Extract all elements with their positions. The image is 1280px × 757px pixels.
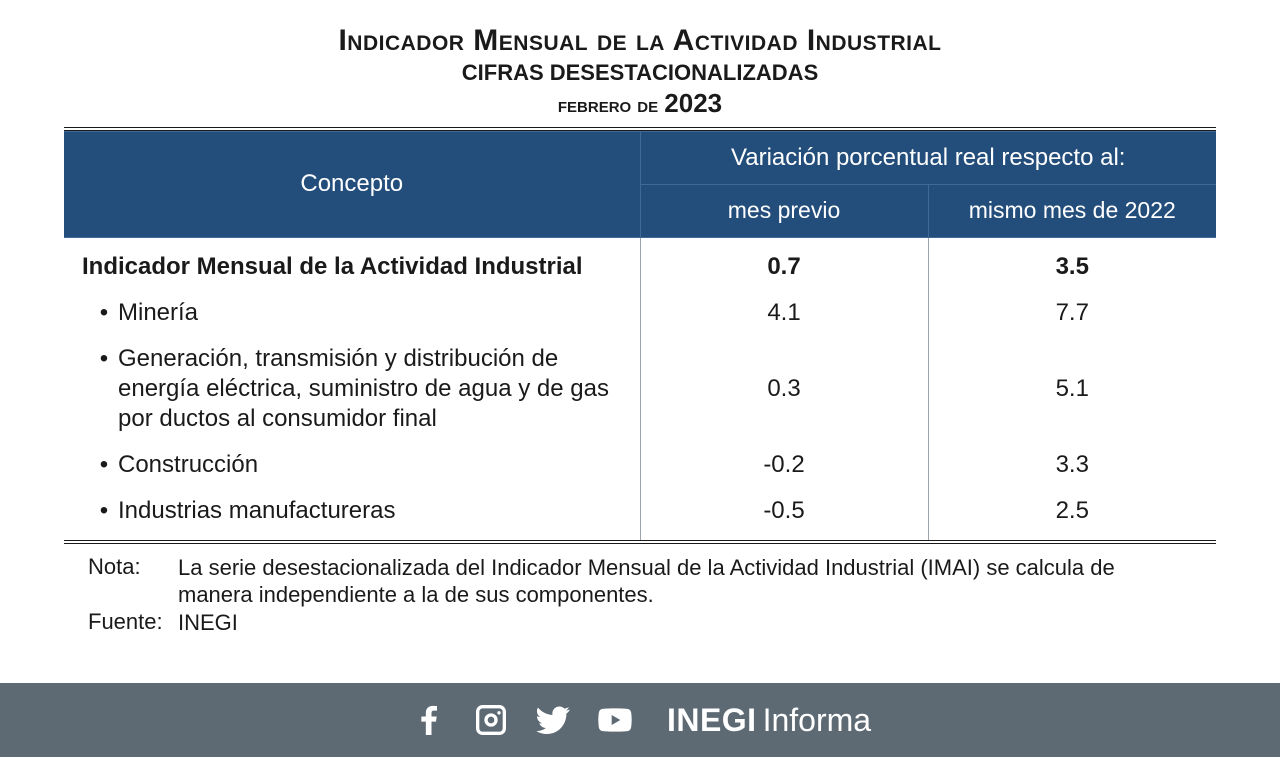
data-table: Concepto Variación porcentual real respe… — [64, 131, 1216, 540]
col-header-variation: Variación porcentual real respecto al: — [640, 132, 1216, 185]
note-label: Nota: — [88, 554, 178, 609]
table-row: •Construcción-0.23.3 — [64, 442, 1216, 488]
row-value-mismo-mes: 2.5 — [928, 488, 1216, 540]
row-label-text: Construcción — [118, 450, 622, 480]
col-header-mes-previo: mes previo — [640, 185, 928, 238]
title-subtitle: cifras desestacionalizadas — [64, 60, 1216, 86]
brand-name: INEGI — [667, 702, 757, 739]
table-body: Indicador Mensual de la Actividad Indust… — [64, 237, 1216, 540]
row-value-mismo-mes: 7.7 — [928, 290, 1216, 336]
col-header-concepto: Concepto — [64, 132, 640, 238]
title-month: febrero de — [558, 92, 658, 117]
table-row: •Generación, transmisión y distribución … — [64, 336, 1216, 442]
row-label-text: Indicador Mensual de la Actividad Indust… — [82, 252, 622, 282]
bullet-icon: • — [90, 450, 118, 480]
row-label-text: Generación, transmisión y distribución d… — [118, 344, 622, 434]
source-row: Fuente: INEGI — [88, 609, 1192, 637]
row-concept: •Industrias manufactureras — [64, 488, 640, 540]
instagram-icon[interactable] — [471, 700, 511, 740]
row-concept: •Minería — [64, 290, 640, 336]
row-value-mes-previo: 0.7 — [640, 237, 928, 290]
title-block: Indicador Mensual de la Actividad Indust… — [64, 24, 1216, 119]
brand: INEGI Informa — [667, 702, 871, 739]
row-value-mes-previo: 4.1 — [640, 290, 928, 336]
table-row: •Industrias manufactureras-0.52.5 — [64, 488, 1216, 540]
note-row: Nota: La serie desestacionalizada del In… — [88, 554, 1192, 609]
col-header-mismo-mes: mismo mes de 2022 — [928, 185, 1216, 238]
youtube-icon[interactable] — [595, 700, 635, 740]
table-row: •Minería4.17.7 — [64, 290, 1216, 336]
footer-bar: INEGI Informa — [0, 683, 1280, 757]
row-value-mismo-mes: 3.5 — [928, 237, 1216, 290]
source-label: Fuente: — [88, 609, 178, 637]
twitter-icon[interactable] — [533, 700, 573, 740]
table-row: Indicador Mensual de la Actividad Indust… — [64, 237, 1216, 290]
data-table-wrap: Concepto Variación porcentual real respe… — [64, 127, 1216, 544]
bullet-icon: • — [90, 298, 118, 328]
row-value-mismo-mes: 5.1 — [928, 336, 1216, 442]
note-text: La serie desestacionalizada del Indicado… — [178, 554, 1192, 609]
facebook-icon[interactable] — [409, 700, 449, 740]
row-label-text: Minería — [118, 298, 622, 328]
footnotes: Nota: La serie desestacionalizada del In… — [64, 554, 1216, 637]
bullet-icon: • — [90, 344, 118, 374]
row-value-mes-previo: -0.2 — [640, 442, 928, 488]
source-text: INEGI — [178, 609, 1192, 637]
title-year: 2023 — [664, 88, 722, 118]
row-concept: •Construcción — [64, 442, 640, 488]
bullet-icon: • — [90, 496, 118, 526]
title-main: Indicador Mensual de la Actividad Indust… — [64, 24, 1216, 58]
row-value-mismo-mes: 3.3 — [928, 442, 1216, 488]
row-concept: Indicador Mensual de la Actividad Indust… — [64, 237, 640, 290]
row-value-mes-previo: -0.5 — [640, 488, 928, 540]
row-label-text: Industrias manufactureras — [118, 496, 622, 526]
brand-suffix: Informa — [763, 702, 871, 739]
title-date: febrero de 2023 — [64, 88, 1216, 119]
row-concept: •Generación, transmisión y distribución … — [64, 336, 640, 442]
row-value-mes-previo: 0.3 — [640, 336, 928, 442]
